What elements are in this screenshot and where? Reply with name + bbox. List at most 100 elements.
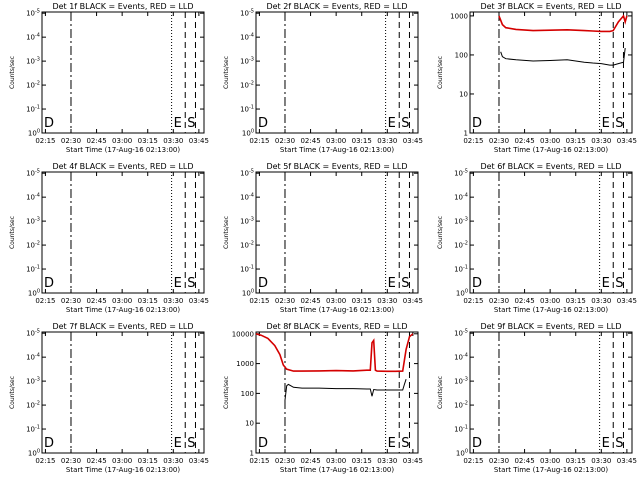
y-tick-label: 10-4 (26, 353, 40, 362)
y-tick-label: 10-2 (26, 241, 40, 250)
y-axis-title: Counts/sec (9, 56, 16, 89)
y-tick-label: 100 (242, 289, 254, 298)
x-tick-label: 03:30 (591, 297, 611, 305)
x-tick-label: 03:00 (112, 457, 132, 465)
y-tick-label: 100 (455, 51, 468, 59)
marker-label: E (174, 116, 182, 131)
x-tick-label: 03:00 (112, 297, 132, 305)
chart-panel-9: Det 9f BLACK = Events, RED = LLD 100 10-1 1… (437, 322, 637, 474)
x-tick-label: 03:00 (326, 297, 346, 305)
marker-label: S (187, 436, 195, 451)
series-lld (255, 333, 414, 373)
plot-frame (469, 11, 633, 134)
plot-frame (41, 11, 205, 134)
y-axis-title: Counts/sec (223, 376, 230, 409)
chart-title: Det 9f BLACK = Events, RED = LLD (480, 322, 621, 331)
x-tick-label: 03:30 (377, 297, 397, 305)
y-tick-label: 10-3 (26, 217, 40, 226)
y-tick-label: 10-5 (26, 9, 40, 18)
x-tick-label: 03:30 (163, 297, 183, 305)
marker-label: S (401, 436, 409, 451)
x-axis-title: Start Time (17-Aug-16 02:13:00) (280, 466, 394, 474)
x-tick-label: 03:30 (591, 457, 611, 465)
x-tick-label: 03:30 (163, 457, 183, 465)
plot-frame (255, 331, 419, 454)
y-tick-label: 10-2 (240, 81, 254, 90)
marker-label: D (44, 276, 54, 291)
x-tick-label: 02:30 (275, 137, 295, 145)
x-tick-label: 03:00 (540, 137, 560, 145)
y-tick-label: 100 (28, 449, 40, 458)
x-tick-label: 02:45 (300, 457, 320, 465)
y-axis-title: Counts/sec (437, 376, 444, 409)
x-tick-label: 02:30 (61, 457, 81, 465)
chart-title: Det 1f BLACK = Events, RED = LLD (52, 2, 193, 11)
x-tick-label: 03:45 (617, 137, 637, 145)
x-tick-label: 02:45 (514, 137, 534, 145)
x-tick-label: 03:00 (326, 457, 346, 465)
x-tick-label: 02:30 (489, 137, 509, 145)
y-tick-label: 10-1 (26, 105, 40, 114)
x-tick-label: 02:15 (35, 137, 55, 145)
y-tick-label: 100 (28, 129, 40, 138)
x-axis-title: Start Time (17-Aug-16 02:13:00) (494, 466, 608, 474)
y-tick-label: 10-1 (240, 105, 254, 114)
x-tick-label: 03:30 (163, 137, 183, 145)
y-tick-label: 10-4 (240, 33, 254, 42)
y-axis-title: Counts/sec (9, 216, 16, 249)
y-tick-label: 10-2 (240, 241, 254, 250)
x-tick-label: 02:30 (489, 297, 509, 305)
marker-label: D (472, 436, 482, 451)
marker-label: D (472, 276, 482, 291)
chart-title: Det 8f BLACK = Events, RED = LLD (266, 322, 407, 331)
y-tick-label: 10-4 (26, 193, 40, 202)
chart-panel-5: Det 5f BLACK = Events, RED = LLD 100 10-1 1… (223, 162, 423, 314)
x-tick-label: 03:00 (540, 457, 560, 465)
x-tick-label: 03:45 (189, 297, 209, 305)
x-tick-label: 02:15 (249, 457, 269, 465)
plot-frame (41, 171, 205, 294)
marker-label: S (615, 116, 623, 131)
marker-label: E (174, 436, 182, 451)
x-tick-label: 02:15 (249, 297, 269, 305)
y-tick-label: 1 (464, 130, 468, 138)
x-tick-label: 02:45 (514, 457, 534, 465)
chart-panel-7: Det 7f BLACK = Events, RED = LLD 100 10-1 1… (9, 322, 209, 474)
x-tick-label: 03:45 (403, 137, 423, 145)
marker-label: D (44, 436, 54, 451)
x-tick-label: 02:15 (463, 137, 483, 145)
x-axis-title: Start Time (17-Aug-16 02:13:00) (66, 306, 180, 314)
x-axis-title: Start Time (17-Aug-16 02:13:00) (494, 146, 608, 154)
x-tick-label: 02:15 (463, 297, 483, 305)
y-tick-label: 10-4 (240, 193, 254, 202)
x-tick-label: 02:15 (35, 297, 55, 305)
x-tick-label: 02:45 (300, 137, 320, 145)
y-tick-label: 10-5 (26, 329, 40, 338)
marker-label: E (174, 276, 182, 291)
y-tick-label: 10-5 (240, 169, 254, 178)
y-tick-label: 100 (456, 289, 468, 298)
y-axis-title: Counts/sec (9, 376, 16, 409)
chart-title: Det 4f BLACK = Events, RED = LLD (52, 162, 193, 171)
y-axis-title: Counts/sec (437, 56, 444, 89)
y-tick-label: 10-1 (454, 425, 468, 434)
x-axis-title: Start Time (17-Aug-16 02:13:00) (66, 466, 180, 474)
x-tick-label: 03:45 (403, 457, 423, 465)
y-tick-label: 100 (28, 289, 40, 298)
chart-title: Det 6f BLACK = Events, RED = LLD (480, 162, 621, 171)
marker-label: D (258, 436, 268, 451)
x-tick-label: 02:45 (86, 137, 106, 145)
marker-label: E (388, 116, 396, 131)
marker-label: D (44, 116, 54, 131)
x-axis-title: Start Time (17-Aug-16 02:13:00) (280, 146, 394, 154)
y-tick-label: 10-1 (26, 265, 40, 274)
marker-label: D (258, 276, 268, 291)
marker-label: E (602, 436, 610, 451)
x-tick-label: 03:30 (377, 137, 397, 145)
x-tick-label: 03:15 (566, 457, 586, 465)
y-axis-title: Counts/sec (223, 216, 230, 249)
x-tick-label: 03:00 (326, 137, 346, 145)
y-axis-title: Counts/sec (223, 56, 230, 89)
y-tick-label: 10-2 (26, 401, 40, 410)
